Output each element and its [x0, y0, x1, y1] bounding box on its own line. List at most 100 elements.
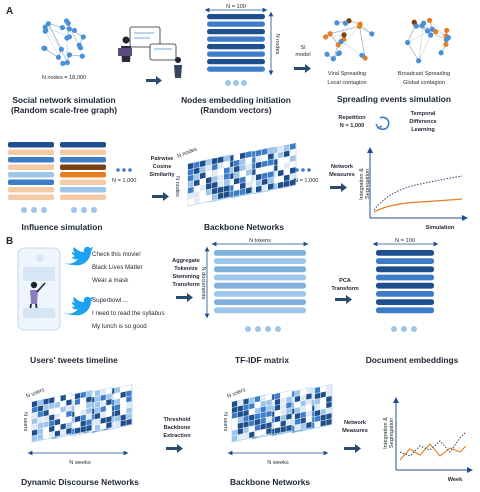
- tweets-caption: Users' tweets timeline: [30, 355, 118, 365]
- embedding-caption-line2: (Random vectors): [200, 105, 271, 115]
- network-node: [421, 20, 427, 26]
- si-label-line1: SI: [300, 45, 306, 51]
- week-plot: [393, 397, 473, 473]
- spreading-caption: Spreading events simulation: [337, 94, 451, 104]
- people-presentation-icon: [118, 26, 182, 78]
- network-node: [413, 23, 419, 29]
- tfidf-row: [214, 250, 306, 256]
- vector-row: [207, 66, 265, 72]
- dyn-top-label: N users: [26, 387, 46, 400]
- tfidf-caption: TF-IDF matrix: [235, 355, 289, 365]
- scale-free-network-icon: [41, 18, 86, 67]
- aggregate-arrow-icon: [176, 293, 193, 302]
- vector-row: [8, 187, 54, 193]
- network-node: [43, 27, 49, 33]
- network-node: [404, 39, 411, 46]
- simulation-plot: [367, 147, 468, 221]
- viral-label-line2: Local contagion: [327, 80, 366, 86]
- influence-caption: Influence simulation: [22, 222, 103, 232]
- vector-row: [60, 164, 106, 170]
- si-label-line2: model: [295, 52, 310, 58]
- doc-dots: [391, 326, 417, 332]
- backbone-matrices-b: [231, 384, 333, 443]
- vector-row: [8, 149, 54, 155]
- plot-b-ylabel-line2: Segregation: [389, 418, 395, 448]
- network-node: [79, 53, 85, 59]
- network-node: [359, 52, 365, 58]
- network-node: [66, 26, 72, 32]
- tfidf-row: [214, 299, 306, 305]
- doc-vector-row: [376, 274, 434, 281]
- vector-row: [60, 187, 106, 193]
- dyn-caption: Dynamic Discourse Networks: [21, 477, 139, 487]
- matrix-top-label: N nodes: [177, 146, 199, 159]
- doc-top-label: N = 100: [395, 238, 415, 244]
- cycle-icon: [375, 116, 390, 131]
- vector-row: [60, 194, 106, 200]
- influence-vectors: [8, 142, 106, 200]
- network-node: [334, 20, 340, 26]
- network-node: [45, 21, 51, 27]
- network-node: [42, 45, 48, 51]
- broadcast-label-line1: Broadcast Spreading: [398, 71, 450, 77]
- tdl-line3: Learning: [411, 127, 435, 133]
- tfidf-row: [214, 291, 306, 297]
- bb-top-label: N users: [227, 387, 247, 400]
- tfidf-row: [214, 258, 306, 264]
- network-node: [66, 52, 73, 58]
- tweet-item: I need to read the syllabus: [92, 310, 165, 317]
- threshold-line1: Threshold: [163, 417, 191, 423]
- network-node: [77, 45, 84, 51]
- twitter-bird-icon: [62, 246, 93, 266]
- embedding-side-label: N nodes: [274, 34, 280, 55]
- network-node: [59, 24, 66, 31]
- network-node: [426, 17, 433, 24]
- doc-vector-row: [376, 307, 434, 314]
- doc-vector-row: [376, 266, 434, 273]
- network-node: [60, 60, 66, 67]
- tfidf-side-label: N documents: [200, 267, 206, 300]
- network-node: [411, 19, 417, 25]
- panel-label-b: B: [6, 236, 13, 247]
- network-measures-b-line1: Network: [344, 420, 367, 426]
- matrix-ellipsis: [295, 168, 311, 172]
- doc-vector-row: [376, 299, 434, 305]
- network-measures-a-line1: Network: [331, 164, 354, 170]
- network-node: [66, 34, 73, 40]
- influence-dots: [21, 207, 97, 213]
- tfidf-row: [214, 274, 306, 281]
- panel-label-a: A: [6, 6, 13, 17]
- vector-row: [8, 157, 54, 163]
- network-node: [438, 50, 444, 56]
- threshold-line3: Extraction: [163, 433, 191, 439]
- tweet-item: Wear a mask: [92, 277, 129, 284]
- cosine-arrow-icon: [152, 192, 169, 201]
- viral-spreading-network-icon: [323, 18, 375, 62]
- backbone-caption-a: Backbone Networks: [204, 222, 284, 232]
- network-node: [433, 29, 439, 35]
- si-arrow-icon: [294, 64, 311, 73]
- embedding-vectors: [207, 14, 265, 72]
- plot-b-ylabel-line1: Integration &: [383, 417, 389, 449]
- pca-line1: PCA: [339, 278, 351, 284]
- network-node: [71, 27, 78, 34]
- tfidf-row: [214, 307, 306, 314]
- broadcast-spreading-network-icon: [404, 17, 451, 64]
- backbone-matrices: [187, 142, 297, 207]
- repetition-line1: Repetition: [338, 115, 366, 121]
- embedding-dots: [225, 80, 247, 86]
- pca-arrow-icon: [335, 295, 352, 304]
- network-node: [64, 59, 70, 66]
- broadcast-label-line2: Global contagion: [403, 80, 445, 86]
- doc-vector-row: [376, 291, 434, 297]
- vector-row: [60, 157, 106, 163]
- phone-user-icon: [17, 247, 61, 331]
- graph-caption-line2: (Random scale-free graph): [11, 105, 117, 115]
- tweet-list: Check this movie! Black Lives Matter Wea…: [92, 251, 165, 330]
- tdl-line1: Temporal: [411, 111, 436, 117]
- vector-row: [207, 44, 265, 50]
- tfidf-top-label: N tokens: [249, 238, 271, 244]
- network-node: [55, 54, 62, 60]
- vector-row: [60, 142, 106, 148]
- twitter-bird-icon: [62, 296, 93, 316]
